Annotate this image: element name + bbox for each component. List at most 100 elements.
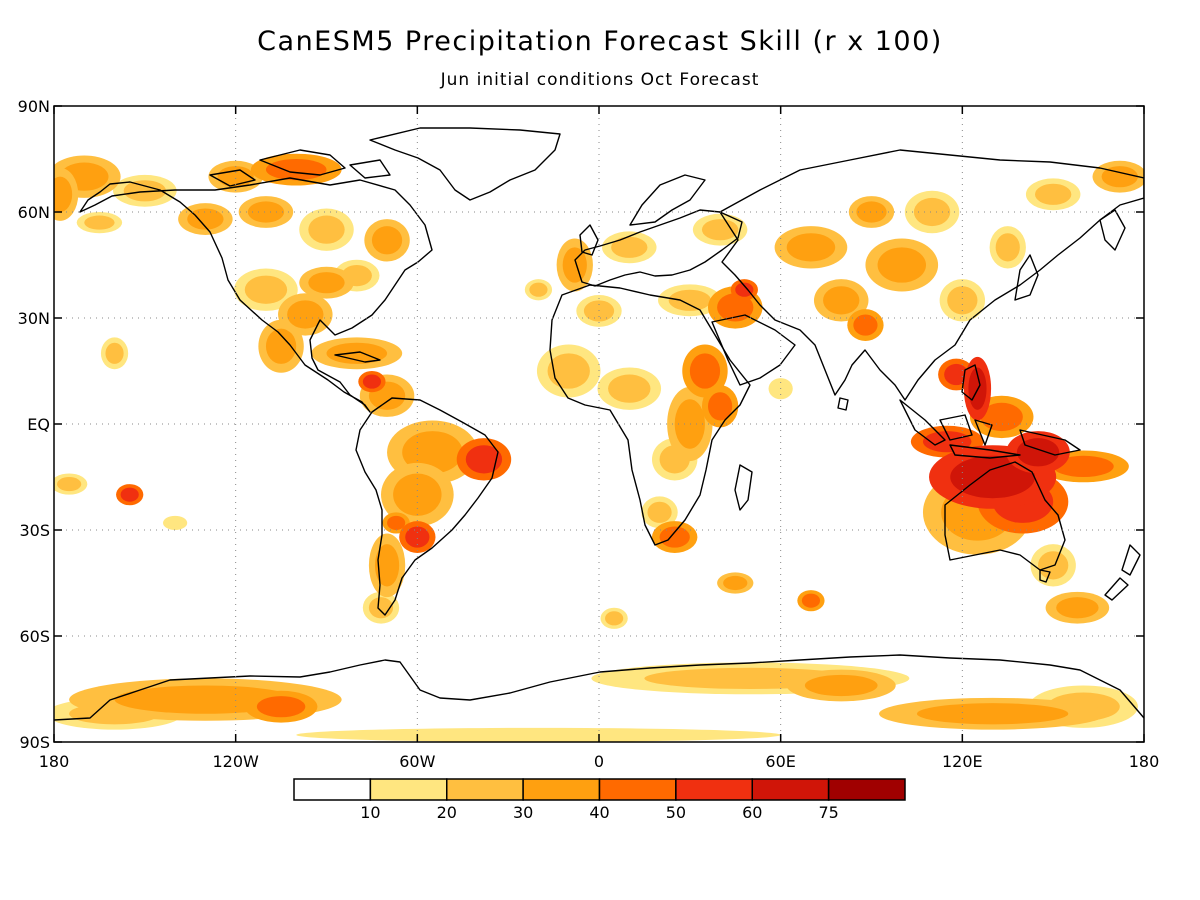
skill-region	[689, 353, 721, 389]
skill-region	[944, 363, 969, 386]
colorbar-label: 60	[742, 803, 762, 822]
coastline-greenland	[369, 127, 561, 201]
skill-region	[1035, 183, 1072, 205]
skill-region	[659, 526, 690, 548]
skill-region	[1056, 597, 1099, 619]
skill-region	[402, 431, 463, 474]
colorbar-bin	[598, 778, 677, 801]
colorbar-label: 75	[818, 803, 838, 822]
skill-region	[374, 544, 400, 587]
coastline-antarctica	[54, 654, 1144, 721]
skill-region	[529, 282, 548, 297]
skill-region	[256, 696, 306, 718]
map-subtitle: Jun initial conditions Oct Forecast	[440, 70, 760, 90]
skill-region	[387, 515, 406, 531]
colorbar-bin	[446, 778, 524, 801]
skill-region	[786, 233, 836, 262]
skill-region	[708, 392, 733, 421]
skill-region	[547, 353, 590, 389]
lat-tick-label: 90N	[18, 97, 50, 116]
lon-tick-label: 0	[594, 752, 604, 771]
skill-region	[308, 215, 345, 244]
lon-tick-label: 180	[1129, 752, 1160, 771]
skill-field	[54, 153, 1144, 742]
skill-region	[913, 197, 951, 227]
lat-tick-label: EQ	[27, 415, 50, 434]
lat-tick-label: 30N	[18, 309, 50, 328]
skill-region	[163, 515, 188, 531]
colorbar-label: 50	[666, 803, 686, 822]
skill-region	[980, 402, 1023, 432]
lon-tick-label: 180	[39, 752, 70, 771]
skill-region	[701, 219, 739, 241]
lon-tick-label: 120W	[212, 752, 259, 771]
skill-region	[856, 201, 887, 223]
skill-region	[916, 703, 1069, 725]
colorbar-label: 20	[437, 803, 457, 822]
coastline-sri-lanka	[837, 397, 849, 411]
skill-region	[57, 477, 82, 492]
coastline-arabia	[711, 314, 796, 386]
skill-region	[247, 201, 285, 223]
map-title: CanESM5 Precipitation Forecast Skill (r …	[257, 26, 943, 57]
skill-region	[362, 374, 381, 389]
coastline-europe	[574, 209, 743, 287]
coastline-scandinavia	[629, 174, 706, 226]
lat-tick-label: 90S	[19, 733, 50, 752]
lon-tick-label: 60E	[765, 752, 795, 771]
coastline-africa	[549, 284, 751, 546]
skill-region	[1053, 455, 1114, 477]
skill-region	[668, 289, 712, 311]
skill-region	[647, 501, 672, 523]
coastline-new-zealand	[1104, 544, 1141, 601]
colorbar-bin	[827, 778, 906, 801]
coastline-tasmania	[1039, 569, 1051, 583]
skill-region	[405, 526, 430, 548]
skill-region	[287, 300, 324, 329]
lat-tick-label: 60S	[19, 627, 50, 646]
lon-tick-label: 120E	[942, 752, 983, 771]
skill-region	[265, 328, 297, 364]
coastline-asia	[719, 149, 1144, 401]
skill-region	[674, 399, 705, 449]
coastline-south-america	[355, 397, 499, 616]
coastline-japan	[1014, 254, 1039, 301]
skill-region	[393, 473, 442, 516]
skill-region	[947, 286, 978, 315]
lat-tick-label: 60N	[18, 203, 50, 222]
coastline-cuba	[334, 351, 381, 363]
skill-region	[120, 487, 139, 502]
skill-region	[922, 431, 972, 453]
coastlines	[54, 127, 1144, 721]
skill-region	[187, 208, 224, 230]
skill-region	[608, 374, 651, 403]
skill-region	[296, 727, 781, 742]
graticule	[54, 106, 1144, 742]
skill-region	[84, 215, 115, 230]
skill-region	[801, 593, 821, 608]
skill-region	[244, 275, 288, 304]
colorbar-bin	[293, 778, 372, 801]
colorbar-bin	[751, 778, 830, 801]
coastline-australia	[944, 461, 1066, 571]
skill-region	[326, 342, 388, 364]
coastline-uk	[579, 224, 599, 256]
skill-region	[735, 282, 754, 297]
colorbar-label: 10	[360, 803, 380, 822]
colorbar-bin	[522, 778, 601, 801]
colorbar-bin	[675, 778, 753, 801]
colorbar-label: 40	[589, 803, 609, 822]
coastline-kamchatka	[1099, 209, 1126, 251]
skill-region	[611, 236, 648, 258]
skill-region	[265, 159, 327, 181]
skill-region	[1101, 166, 1138, 188]
colorbar: 10 20 30 40 50 60 75	[293, 778, 906, 822]
skill-region	[562, 247, 587, 283]
colorbar-bin	[369, 778, 448, 801]
skill-region	[1016, 438, 1060, 467]
skill-region	[123, 180, 167, 202]
skill-region	[804, 674, 878, 697]
skill-region	[853, 314, 878, 336]
